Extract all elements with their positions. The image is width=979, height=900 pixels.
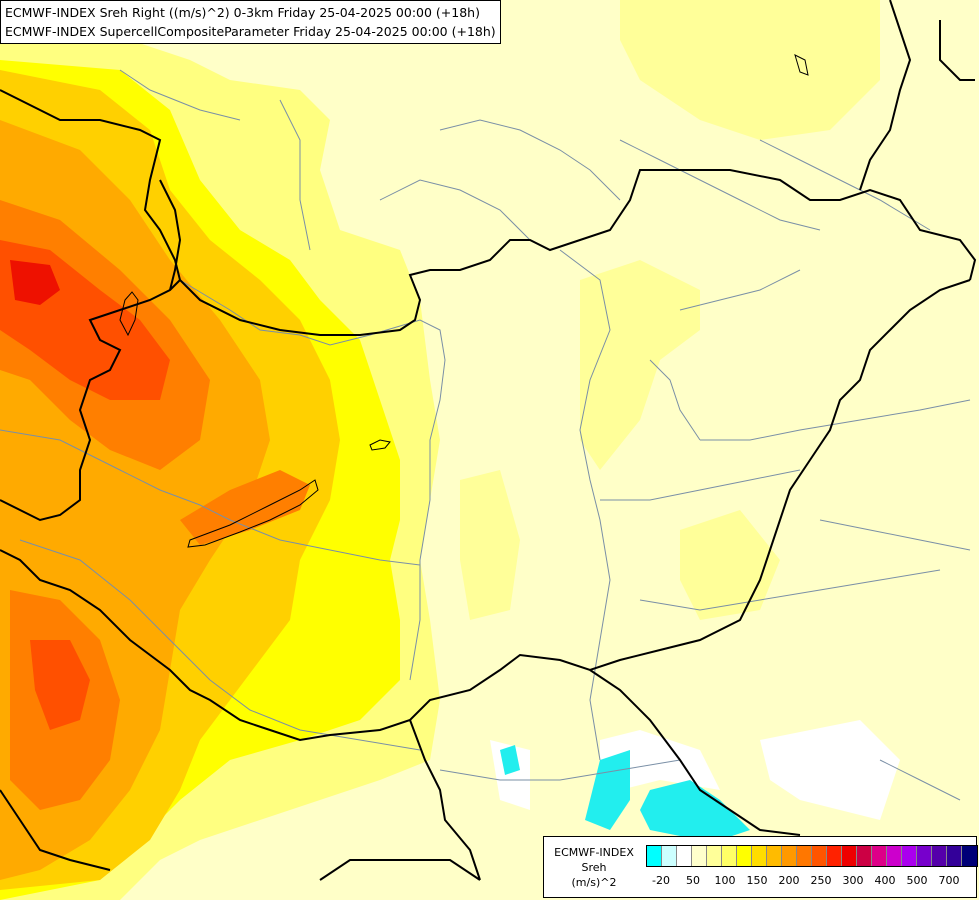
- legend-swatch: [677, 846, 692, 866]
- legend-tick-label: 700: [938, 874, 960, 887]
- legend-swatch: [767, 846, 782, 866]
- legend-swatch: [797, 846, 812, 866]
- legend-tick-label: 250: [810, 874, 832, 887]
- map-title-box: ECMWF-INDEX Sreh Right ((m/s)^2) 0-3km F…: [0, 0, 501, 44]
- legend-tick-label: 500: [906, 874, 928, 887]
- legend-model: ECMWF-INDEX: [554, 846, 634, 859]
- lake-neusiedl: [119, 291, 139, 337]
- legend-label: ECMWF-INDEX Sreh (m/s)^2: [544, 845, 644, 890]
- legend-swatch: [737, 846, 752, 866]
- lakes: [119, 54, 809, 548]
- legend-swatch: [962, 846, 977, 866]
- legend-swatch: [662, 846, 677, 866]
- legend-swatch: [857, 846, 872, 866]
- legend-swatch: [872, 846, 887, 866]
- legend-tick-label: 100: [714, 874, 736, 887]
- legend-tick-label: 150: [746, 874, 768, 887]
- legend-variable: Sreh: [581, 861, 607, 874]
- legend-swatch: [647, 846, 662, 866]
- legend-swatch: [752, 846, 767, 866]
- legend-swatch: [812, 846, 827, 866]
- rivers: [0, 69, 971, 801]
- title-line-2: ECMWF-INDEX SupercellCompositeParameter …: [5, 24, 496, 39]
- legend-swatch: [782, 846, 797, 866]
- color-legend: ECMWF-INDEX Sreh (m/s)^2 -20 50 100 150 200 2…: [543, 836, 978, 898]
- legend-swatch: [707, 846, 722, 866]
- legend-tick-label: 50: [686, 874, 700, 887]
- country-borders: [0, 0, 977, 881]
- legend-tick-label: 200: [778, 874, 800, 887]
- legend-tick-label: -20: [652, 874, 670, 887]
- sreh-field: [0, 0, 900, 900]
- legend-color-scale: [646, 845, 978, 867]
- title-line-1: ECMWF-INDEX Sreh Right ((m/s)^2) 0-3km F…: [5, 5, 480, 20]
- legend-swatch: [917, 846, 932, 866]
- legend-swatch: [842, 846, 857, 866]
- legend-swatch: [932, 846, 947, 866]
- legend-swatch: [947, 846, 962, 866]
- legend-swatch: [827, 846, 842, 866]
- legend-swatch: [692, 846, 707, 866]
- legend-swatch: [902, 846, 917, 866]
- legend-tick-label: 300: [842, 874, 864, 887]
- legend-swatch: [722, 846, 737, 866]
- lake-balaton: [187, 479, 319, 548]
- legend-tick-label: 400: [874, 874, 896, 887]
- legend-swatch: [887, 846, 902, 866]
- legend-unit: (m/s)^2: [571, 876, 617, 889]
